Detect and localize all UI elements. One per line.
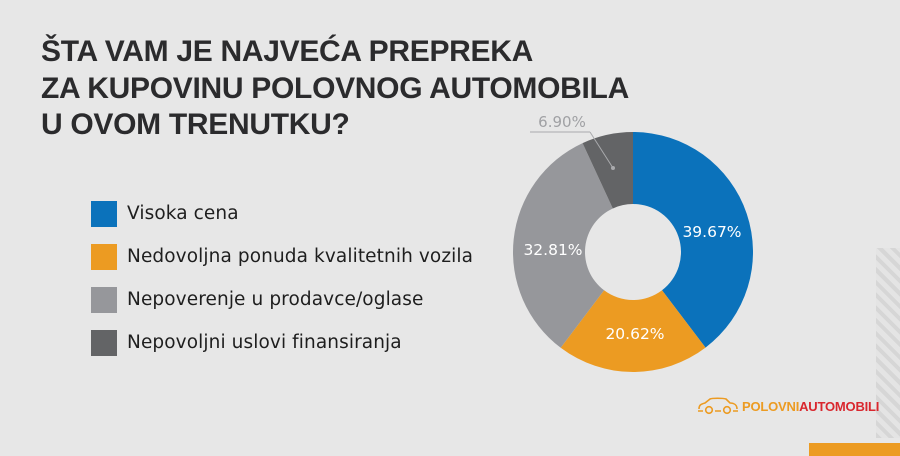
- legend-swatch: [91, 286, 117, 313]
- label-visoka-cena: 39.67%: [682, 223, 741, 241]
- chart-legend: Visoka cena Nedovoljna ponuda kvalitetni…: [91, 192, 473, 364]
- label-nedovoljna-ponuda: 20.62%: [605, 325, 664, 343]
- legend-swatch: [91, 329, 117, 356]
- legend-item-visoka-cena: Visoka cena: [91, 192, 473, 235]
- legend-item-nepoverenje: Nepoverenje u prodavce/oglase: [91, 278, 473, 321]
- legend-label: Visoka cena: [127, 203, 239, 224]
- logo-text-polovni: POLOVNI: [742, 398, 800, 414]
- donut-slice: [582, 132, 633, 209]
- leader-line: [589, 131, 614, 169]
- legend-swatch: [91, 200, 117, 227]
- polovni-automobili-logo: POLOVNIAUTOMOBILI: [697, 397, 879, 415]
- legend-label: Nepovoljni uslovi finansiranja: [127, 332, 402, 353]
- legend-item-nepovoljni-uslovi: Nepovoljni uslovi finansiranja: [91, 321, 473, 364]
- donut-slices: [513, 132, 754, 372]
- title-line-3: U OVOM TRENUTKU?: [41, 108, 350, 141]
- title-line-1: ŠTA VAM JE NAJVEĆA PREPREKA: [41, 35, 533, 68]
- decorative-orange-bar: [809, 443, 900, 456]
- legend-label: Nedovoljna ponuda kvalitetnih vozila: [127, 246, 474, 267]
- logo-text-automobili: AUTOMOBILI: [799, 398, 880, 414]
- legend-item-nedovoljna-ponuda: Nedovoljna ponuda kvalitetnih vozila: [91, 235, 473, 278]
- donut-slice: [560, 290, 706, 372]
- leader-dot: [611, 166, 615, 170]
- decorative-stripes: [876, 248, 900, 438]
- label-nepovoljni-uslovi: 6.90%: [538, 113, 586, 131]
- chart-title: ŠTA VAM JE NAJVEĆA PREPREKA ZA KUPOVINU …: [41, 34, 629, 144]
- title-line-2: ZA KUPOVINU POLOVNOG AUTOMOBILA: [41, 71, 629, 105]
- legend-label: Nepoverenje u prodavce/oglase: [127, 289, 424, 310]
- car-logo-icon: [698, 397, 738, 415]
- label-nepoverenje: 32.81%: [523, 241, 582, 259]
- donut-slice: [633, 132, 754, 348]
- donut-slice: [513, 143, 613, 348]
- legend-swatch: [91, 243, 117, 270]
